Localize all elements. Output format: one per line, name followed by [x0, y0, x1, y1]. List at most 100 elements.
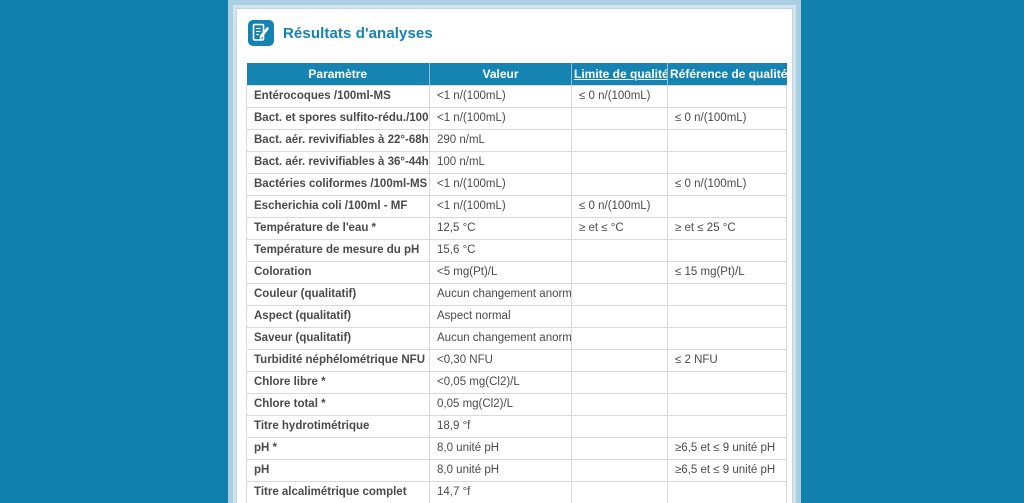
results-table-body: Entérocoques /100ml-MS <1 n/(100mL) ≤ 0 n/…	[246, 84, 787, 503]
table-row: Couleur (qualitatif) Aucun changement ano…	[246, 282, 787, 306]
cell-parametre: Bact. aér. revivifiables à 22°-68h	[246, 128, 430, 152]
results-table-wrapper: Paramètre Valeur Limite de qualité Référenc…	[237, 47, 792, 503]
card-header: Résultats d'analyses	[237, 9, 792, 47]
cell-reference	[667, 238, 787, 262]
cell-reference	[667, 150, 787, 174]
cell-limite	[571, 348, 668, 372]
cell-limite	[571, 260, 668, 284]
table-row: Saveur (qualitatif) Aucun changement anor…	[246, 326, 787, 350]
cell-valeur: Aucun changement anormal	[429, 326, 572, 350]
cell-parametre: Bactéries coliformes /100ml-MS	[246, 172, 430, 196]
cell-reference	[667, 304, 787, 328]
cell-valeur: <5 mg(Pt)/L	[429, 260, 572, 284]
cell-limite	[571, 106, 668, 130]
cell-parametre: Chlore libre *	[246, 370, 430, 394]
cell-limite: ≤ 0 n/(100mL)	[571, 194, 668, 218]
table-row: Chlore total * 0,05 mg(Cl2)/L	[246, 392, 787, 416]
cell-valeur: <1 n/(100mL)	[429, 194, 572, 218]
cell-reference: ≤ 0 n/(100mL)	[667, 172, 787, 196]
cell-valeur: <0,05 mg(Cl2)/L	[429, 370, 572, 394]
cell-reference: ≤ 15 mg(Pt)/L	[667, 260, 787, 284]
cell-reference: ≥6,5 et ≤ 9 unité pH	[667, 458, 787, 482]
column-header-valeur: Valeur	[429, 63, 572, 85]
cell-reference	[667, 392, 787, 416]
table-row: Température de mesure du pH 15,6 °C	[246, 238, 787, 262]
results-card: Résultats d'analyses Paramètre Valeur Limi…	[236, 8, 793, 503]
cell-limite	[571, 370, 668, 394]
results-table-head: Paramètre Valeur Limite de qualité Référenc…	[246, 63, 787, 85]
results-table-header-row: Paramètre Valeur Limite de qualité Référenc…	[246, 63, 787, 85]
cell-limite	[571, 436, 668, 460]
results-table: Paramètre Valeur Limite de qualité Référenc…	[246, 63, 787, 503]
table-row: Chlore libre * <0,05 mg(Cl2)/L	[246, 370, 787, 394]
cell-reference	[667, 326, 787, 350]
cell-valeur: Aspect normal	[429, 304, 572, 328]
content-panel: Résultats d'analyses Paramètre Valeur Limi…	[228, 0, 801, 503]
column-header-parametre: Paramètre	[246, 63, 430, 85]
cell-parametre: pH *	[246, 436, 430, 460]
cell-valeur: 14,7 °f	[429, 480, 572, 503]
cell-reference	[667, 414, 787, 438]
cell-limite	[571, 238, 668, 262]
cell-limite	[571, 480, 668, 503]
cell-parametre: Couleur (qualitatif)	[246, 282, 430, 306]
cell-reference: ≥ et ≤ 25 °C	[667, 216, 787, 240]
cell-limite	[571, 392, 668, 416]
cell-limite	[571, 172, 668, 196]
table-row: pH * 8,0 unité pH ≥6,5 et ≤ 9 unité pH	[246, 436, 787, 460]
cell-reference	[667, 480, 787, 503]
cell-parametre: Titre hydrotimétrique	[246, 414, 430, 438]
cell-valeur: 100 n/mL	[429, 150, 572, 174]
cell-valeur: 8,0 unité pH	[429, 458, 572, 482]
page-title: Résultats d'analyses	[283, 24, 433, 42]
cell-parametre: Coloration	[246, 260, 430, 284]
cell-valeur: Aucun changement anormal	[429, 282, 572, 306]
table-row: Entérocoques /100ml-MS <1 n/(100mL) ≤ 0 n/…	[246, 84, 787, 108]
cell-valeur: 290 n/mL	[429, 128, 572, 152]
cell-reference	[667, 370, 787, 394]
table-row: Titre alcalimétrique complet 14,7 °f	[246, 480, 787, 503]
cell-valeur: 18,9 °f	[429, 414, 572, 438]
cell-valeur: <0,30 NFU	[429, 348, 572, 372]
table-row: Bact. aér. revivifiables à 36°-44h 100 n/…	[246, 150, 787, 174]
cell-limite	[571, 282, 668, 306]
cell-limite	[571, 414, 668, 438]
cell-parametre: Bact. aér. revivifiables à 36°-44h	[246, 150, 430, 174]
cell-limite	[571, 150, 668, 174]
cell-limite	[571, 304, 668, 328]
cell-parametre: Escherichia coli /100ml - MF	[246, 194, 430, 218]
cell-parametre: Titre alcalimétrique complet	[246, 480, 430, 503]
table-row: Bact. aér. revivifiables à 22°-68h 290 n/…	[246, 128, 787, 152]
cell-valeur: <1 n/(100mL)	[429, 84, 572, 108]
column-header-limite[interactable]: Limite de qualité	[571, 63, 668, 85]
table-row: Aspect (qualitatif) Aspect normal	[246, 304, 787, 328]
table-row: Bact. et spores sulfito-rédu./100ml <1 n/…	[246, 106, 787, 130]
cell-parametre: Entérocoques /100ml-MS	[246, 84, 430, 108]
cell-valeur: <1 n/(100mL)	[429, 106, 572, 130]
cell-valeur: 12,5 °C	[429, 216, 572, 240]
table-row: Bactéries coliformes /100ml-MS <1 n/(100m…	[246, 172, 787, 196]
table-row: Titre hydrotimétrique 18,9 °f	[246, 414, 787, 438]
cell-reference: ≥6,5 et ≤ 9 unité pH	[667, 436, 787, 460]
cell-reference	[667, 84, 787, 108]
cell-limite	[571, 326, 668, 350]
cell-parametre: Chlore total *	[246, 392, 430, 416]
table-row: Coloration <5 mg(Pt)/L ≤ 15 mg(Pt)/L	[246, 260, 787, 284]
cell-parametre: Aspect (qualitatif)	[246, 304, 430, 328]
column-header-reference: Référence de qualité	[667, 63, 787, 85]
cell-reference: ≤ 2 NFU	[667, 348, 787, 372]
document-edit-icon	[248, 20, 274, 46]
cell-parametre: pH	[246, 458, 430, 482]
cell-limite	[571, 128, 668, 152]
table-row: Température de l'eau * 12,5 °C ≥ et ≤ °C ≥ …	[246, 216, 787, 240]
cell-valeur: <1 n/(100mL)	[429, 172, 572, 196]
table-row: Turbidité néphélométrique NFU <0,30 NFU ≤ …	[246, 348, 787, 372]
cell-reference	[667, 194, 787, 218]
cell-reference	[667, 128, 787, 152]
cell-limite: ≤ 0 n/(100mL)	[571, 84, 668, 108]
cell-parametre: Saveur (qualitatif)	[246, 326, 430, 350]
cell-parametre: Température de mesure du pH	[246, 238, 430, 262]
table-row: Escherichia coli /100ml - MF <1 n/(100mL)…	[246, 194, 787, 218]
cell-limite	[571, 458, 668, 482]
